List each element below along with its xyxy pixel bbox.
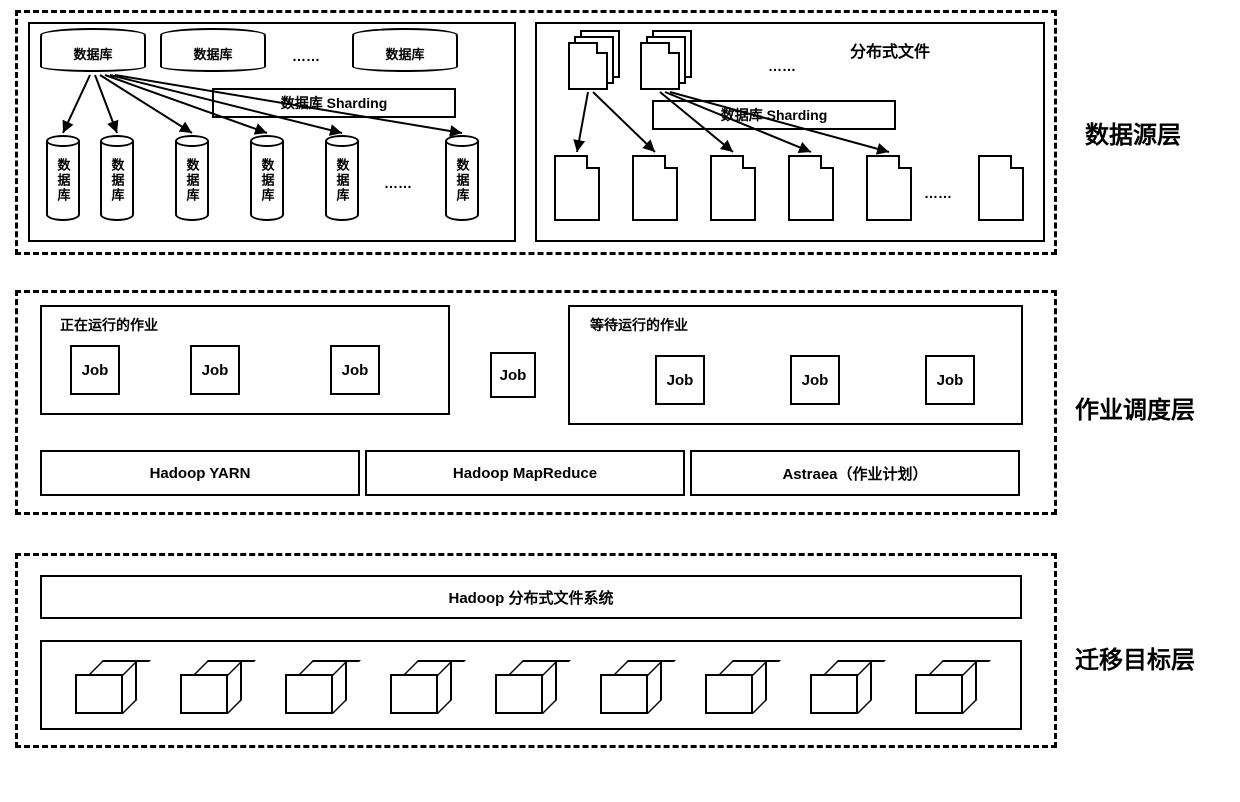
- cube-6: [600, 660, 662, 714]
- ellipsis: ……: [292, 48, 320, 64]
- db-big-2: 数据库: [160, 28, 266, 72]
- cube-5: [495, 660, 557, 714]
- db-small-2: 数据库: [100, 135, 134, 221]
- job-waiting-1: Job: [655, 355, 705, 405]
- file-doc-3: [710, 155, 756, 221]
- layer3-label: 迁移目标层: [1075, 640, 1195, 675]
- comp-yarn: Hadoop YARN: [40, 450, 360, 496]
- job-running-2: Job: [190, 345, 240, 395]
- db-small-1: 数据库: [46, 135, 80, 221]
- sharding-box-left: 数据库 Sharding: [212, 88, 456, 118]
- db-label: 数据库: [73, 44, 112, 63]
- job-waiting-3: Job: [925, 355, 975, 405]
- sharding-box-right: 数据库 Sharding: [652, 100, 896, 130]
- cube-9: [915, 660, 977, 714]
- cube-1: [75, 660, 137, 714]
- hdfs-box: Hadoop 分布式文件系统: [40, 575, 1022, 619]
- waiting-label: 等待运行的作业: [590, 315, 688, 335]
- file-doc-2: [632, 155, 678, 221]
- cube-7: [705, 660, 767, 714]
- job-waiting-2: Job: [790, 355, 840, 405]
- job-middle: Job: [490, 352, 536, 398]
- job-running-1: Job: [70, 345, 120, 395]
- db-label: 数据库: [193, 44, 232, 63]
- file-doc-6: [978, 155, 1024, 221]
- db-small-4: 数据库: [250, 135, 284, 221]
- cube-4: [390, 660, 452, 714]
- cube-2: [180, 660, 242, 714]
- ellipsis: ……: [768, 58, 796, 74]
- dist-file-label: 分布式文件: [850, 38, 930, 62]
- cube-8: [810, 660, 872, 714]
- db-small-3: 数据库: [175, 135, 209, 221]
- ellipsis: ……: [384, 175, 412, 191]
- layer1-label: 数据源层: [1085, 115, 1181, 150]
- comp-astraea: Astraea（作业计划）: [690, 450, 1020, 496]
- db-big-1: 数据库: [40, 28, 146, 72]
- running-label: 正在运行的作业: [60, 315, 158, 335]
- file-doc-1: [554, 155, 600, 221]
- cube-3: [285, 660, 347, 714]
- db-small-5: 数据库: [325, 135, 359, 221]
- ellipsis: ……: [924, 185, 952, 201]
- db-label: 数据库: [385, 44, 424, 63]
- file-doc-4: [788, 155, 834, 221]
- sharding-label: 数据库 Sharding: [721, 105, 828, 125]
- file-doc-5: [866, 155, 912, 221]
- layer2-label: 作业调度层: [1075, 390, 1195, 425]
- sharding-label: 数据库 Sharding: [281, 93, 388, 113]
- db-big-3: 数据库: [352, 28, 458, 72]
- comp-mapreduce: Hadoop MapReduce: [365, 450, 685, 496]
- db-small-6: 数据库: [445, 135, 479, 221]
- job-running-3: Job: [330, 345, 380, 395]
